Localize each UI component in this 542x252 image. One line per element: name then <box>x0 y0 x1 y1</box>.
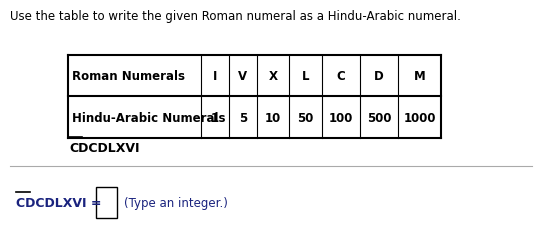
Text: I: I <box>212 70 217 83</box>
Text: 100: 100 <box>329 111 353 124</box>
Text: 500: 500 <box>366 111 391 124</box>
Text: 1: 1 <box>211 111 218 124</box>
Text: (Type an integer.): (Type an integer.) <box>124 196 228 209</box>
Text: Roman Numerals: Roman Numerals <box>72 70 185 83</box>
Text: CDCDLXVI =: CDCDLXVI = <box>16 196 102 209</box>
Text: CDCDLXVI: CDCDLXVI <box>69 141 140 154</box>
Text: M: M <box>414 70 425 83</box>
Text: Use the table to write the given Roman numeral as a Hindu-Arabic numeral.: Use the table to write the given Roman n… <box>10 10 461 23</box>
Text: C: C <box>337 70 345 83</box>
Bar <box>96 187 117 218</box>
Text: X: X <box>269 70 278 83</box>
Text: 10: 10 <box>265 111 281 124</box>
Text: D: D <box>374 70 384 83</box>
Text: L: L <box>302 70 309 83</box>
Text: 50: 50 <box>298 111 314 124</box>
Text: 5: 5 <box>238 111 247 124</box>
Text: V: V <box>238 70 247 83</box>
Text: Hindu-Arabic Numerals: Hindu-Arabic Numerals <box>72 111 225 124</box>
Text: 1000: 1000 <box>403 111 436 124</box>
